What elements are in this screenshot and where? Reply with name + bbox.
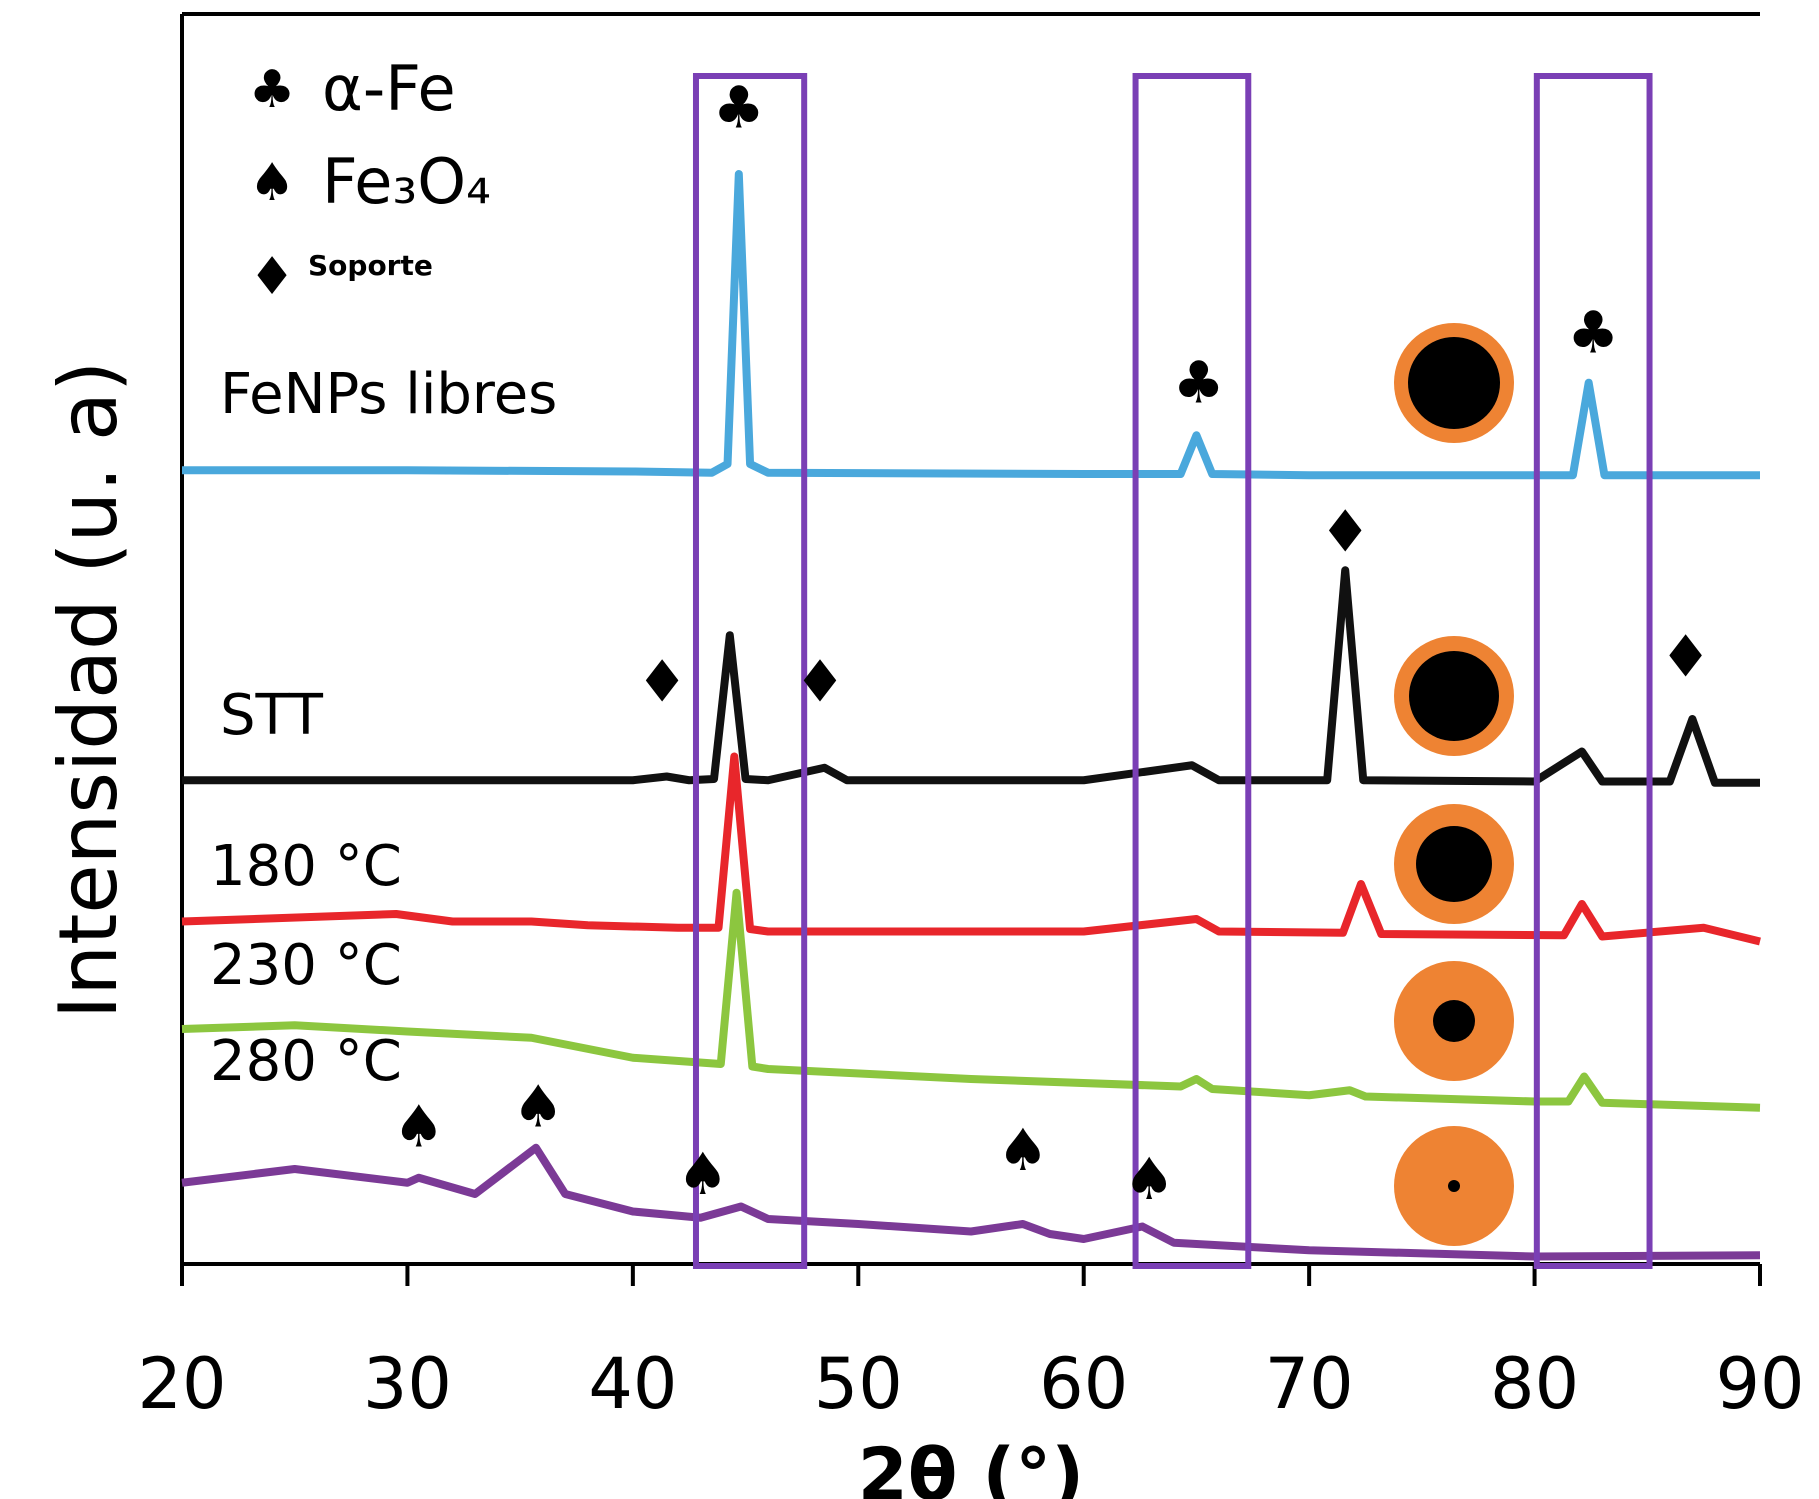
legend-symbol: ♠ bbox=[249, 153, 296, 213]
legend-label: Soporte bbox=[308, 249, 433, 282]
core-shell-icons bbox=[1394, 323, 1514, 1246]
series-label: STT bbox=[220, 683, 324, 748]
x-tick-label: 50 bbox=[814, 1343, 903, 1425]
x-tick-label: 20 bbox=[137, 1343, 226, 1425]
series-line bbox=[182, 170, 1760, 480]
series-line bbox=[181, 1143, 1761, 1261]
phase-marker: ♦ bbox=[1660, 622, 1712, 690]
core bbox=[1448, 1180, 1460, 1192]
phase-marker: ♠ bbox=[677, 1140, 729, 1208]
x-tick-label: 80 bbox=[1490, 1343, 1579, 1425]
phase-marker: ♠ bbox=[1123, 1145, 1175, 1213]
phase-marker: ♦ bbox=[1319, 497, 1371, 565]
legend-label: α-Fe bbox=[322, 52, 456, 125]
core bbox=[1433, 1000, 1475, 1042]
highlight-region bbox=[1132, 73, 1252, 1269]
series-line bbox=[181, 752, 1761, 946]
x-axis-title: 2θ (°) bbox=[858, 1433, 1084, 1499]
phase-marker: ♠ bbox=[393, 1092, 445, 1160]
phase-marker: ♠ bbox=[512, 1072, 564, 1140]
x-tick-label: 30 bbox=[363, 1343, 452, 1425]
x-tick-label: 70 bbox=[1265, 1343, 1354, 1425]
legend-symbol: ♦ bbox=[249, 247, 296, 307]
legend-label: Fe₃O₄ bbox=[322, 145, 491, 218]
series-line bbox=[182, 566, 1760, 787]
series-label: 230 °C bbox=[210, 933, 402, 998]
phase-marker: ♦ bbox=[636, 647, 688, 715]
x-tick-label: 90 bbox=[1715, 1343, 1804, 1425]
phase-marker: ♦ bbox=[794, 647, 846, 715]
x-tick-label: 60 bbox=[1039, 1343, 1128, 1425]
highlight-region bbox=[1533, 73, 1653, 1269]
phase-marker: ♠ bbox=[997, 1116, 1049, 1184]
y-axis-title: Intensidad (u. a) bbox=[42, 361, 135, 1020]
phase-marker: ♣ bbox=[1173, 349, 1225, 417]
phase-marker: ♣ bbox=[713, 74, 765, 142]
core bbox=[1408, 337, 1500, 429]
series-label: FeNPs libres bbox=[220, 362, 557, 427]
x-tick-label: 40 bbox=[588, 1343, 677, 1425]
core bbox=[1409, 651, 1499, 741]
series-label: 280 °C bbox=[210, 1029, 402, 1094]
series-line bbox=[181, 888, 1761, 1112]
legend-symbol: ♣ bbox=[249, 60, 296, 120]
core bbox=[1416, 826, 1492, 902]
highlight-region bbox=[692, 73, 808, 1269]
series-label: 180 °C bbox=[210, 834, 402, 899]
phase-marker: ♣ bbox=[1567, 299, 1619, 367]
